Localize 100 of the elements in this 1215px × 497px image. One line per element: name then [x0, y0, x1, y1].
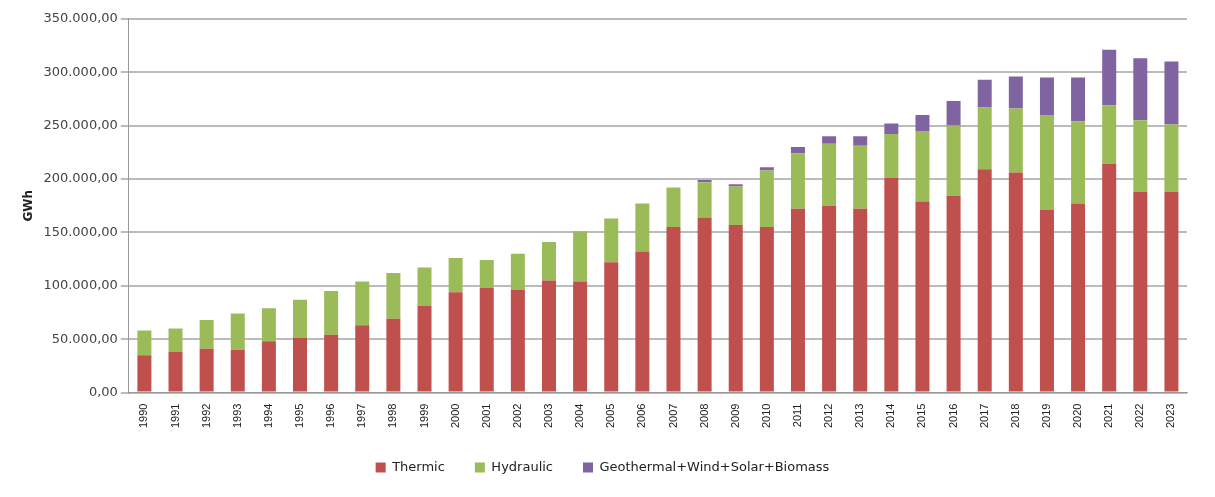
bar [759, 167, 774, 171]
bar [1133, 120, 1148, 192]
bar [853, 136, 868, 146]
bar [355, 325, 370, 392]
bar [977, 169, 992, 392]
x-tick-label: 2016 [946, 403, 959, 429]
bar [261, 308, 276, 342]
bar [1039, 114, 1054, 210]
x-tick-label: 2002 [510, 403, 523, 429]
x-tick-label: 1993 [230, 403, 243, 429]
bar [604, 218, 619, 263]
y-tick-label: 300.000,00 [43, 63, 118, 79]
bar [1071, 121, 1086, 204]
x-tick-label: 2007 [666, 403, 679, 429]
bar [1039, 209, 1054, 392]
bar [790, 153, 805, 209]
y-tick-label: 350.000,00 [43, 10, 118, 26]
bar [541, 280, 556, 392]
x-tick-label: 1995 [293, 403, 306, 429]
bar [697, 217, 712, 392]
x-tick-label: 2005 [604, 403, 617, 429]
x-tick-label: 2010 [759, 403, 772, 429]
bar [1071, 203, 1086, 392]
x-tick-label: 2015 [915, 403, 928, 429]
bar [759, 170, 774, 228]
legend-label: Thermic [391, 458, 445, 474]
bar [1133, 58, 1148, 121]
x-tick-label: 2008 [697, 403, 710, 429]
bar [448, 292, 463, 392]
bar [386, 318, 401, 392]
bar [168, 351, 183, 392]
x-tick-label: 2009 [728, 403, 741, 429]
bar [355, 281, 370, 326]
bar [853, 145, 868, 209]
bar [915, 130, 930, 202]
y-tick-label: 100.000,00 [43, 277, 118, 293]
bar [884, 134, 899, 178]
bar [604, 262, 619, 392]
bar [479, 287, 494, 392]
x-tick-label: 2019 [1039, 403, 1052, 429]
x-tick-label: 2018 [1008, 403, 1021, 429]
x-tick-label: 2020 [1071, 403, 1084, 429]
x-tick-label: 2006 [635, 403, 648, 429]
bar [510, 253, 525, 291]
bar [790, 146, 805, 154]
x-tick-label: 2011 [791, 403, 803, 428]
bar [946, 101, 961, 126]
bar [1008, 76, 1023, 109]
bar [635, 203, 650, 252]
x-tick-label: 2003 [542, 403, 555, 429]
bar [541, 241, 556, 281]
bar [1071, 77, 1086, 122]
x-tick-label: 2001 [479, 403, 492, 429]
bar [293, 338, 308, 392]
y-tick-label: 250.000,00 [43, 116, 118, 132]
bar [137, 330, 152, 356]
bar [199, 348, 214, 392]
bar [137, 355, 152, 392]
bar [884, 123, 899, 135]
bar [1008, 108, 1023, 173]
x-tick-label: 2023 [1164, 403, 1177, 429]
bar [1039, 77, 1054, 115]
bar [573, 231, 588, 282]
legend-label: Hydraulic [491, 458, 554, 474]
bar [915, 114, 930, 131]
bar [324, 291, 339, 335]
x-tick-label: 2012 [822, 403, 835, 429]
bar [946, 196, 961, 392]
bar [386, 272, 401, 319]
legend-label: Geothermal+Wind+Solar+Biomass [599, 458, 830, 474]
bar [261, 341, 276, 392]
bar [822, 205, 837, 392]
x-tick-label: 2000 [448, 403, 461, 429]
x-tick-label: 1996 [324, 403, 337, 429]
bar [479, 260, 494, 288]
bar [728, 224, 743, 392]
x-tick-label: 2017 [977, 403, 990, 429]
bar [728, 184, 743, 187]
bar [199, 319, 214, 349]
bar [448, 257, 463, 293]
x-tick-label: 1998 [386, 403, 399, 429]
bar [230, 313, 245, 350]
bar [697, 180, 712, 183]
bar [1164, 124, 1179, 192]
bar [1164, 191, 1179, 392]
y-tick-label: 0,00 [88, 383, 118, 399]
x-tick-label: 1991 [168, 403, 181, 429]
x-tick-label: 1999 [417, 403, 430, 429]
bar [728, 186, 743, 225]
bar [168, 328, 183, 352]
bar [1008, 172, 1023, 392]
x-tick-label: 1992 [199, 403, 212, 429]
bar [822, 136, 837, 144]
x-tick-label: 2022 [1133, 403, 1146, 429]
bar [417, 267, 432, 307]
bar [759, 227, 774, 392]
bar [1102, 49, 1117, 106]
bar [946, 125, 961, 197]
x-tick-label: 2014 [884, 403, 897, 429]
bar [697, 182, 712, 218]
